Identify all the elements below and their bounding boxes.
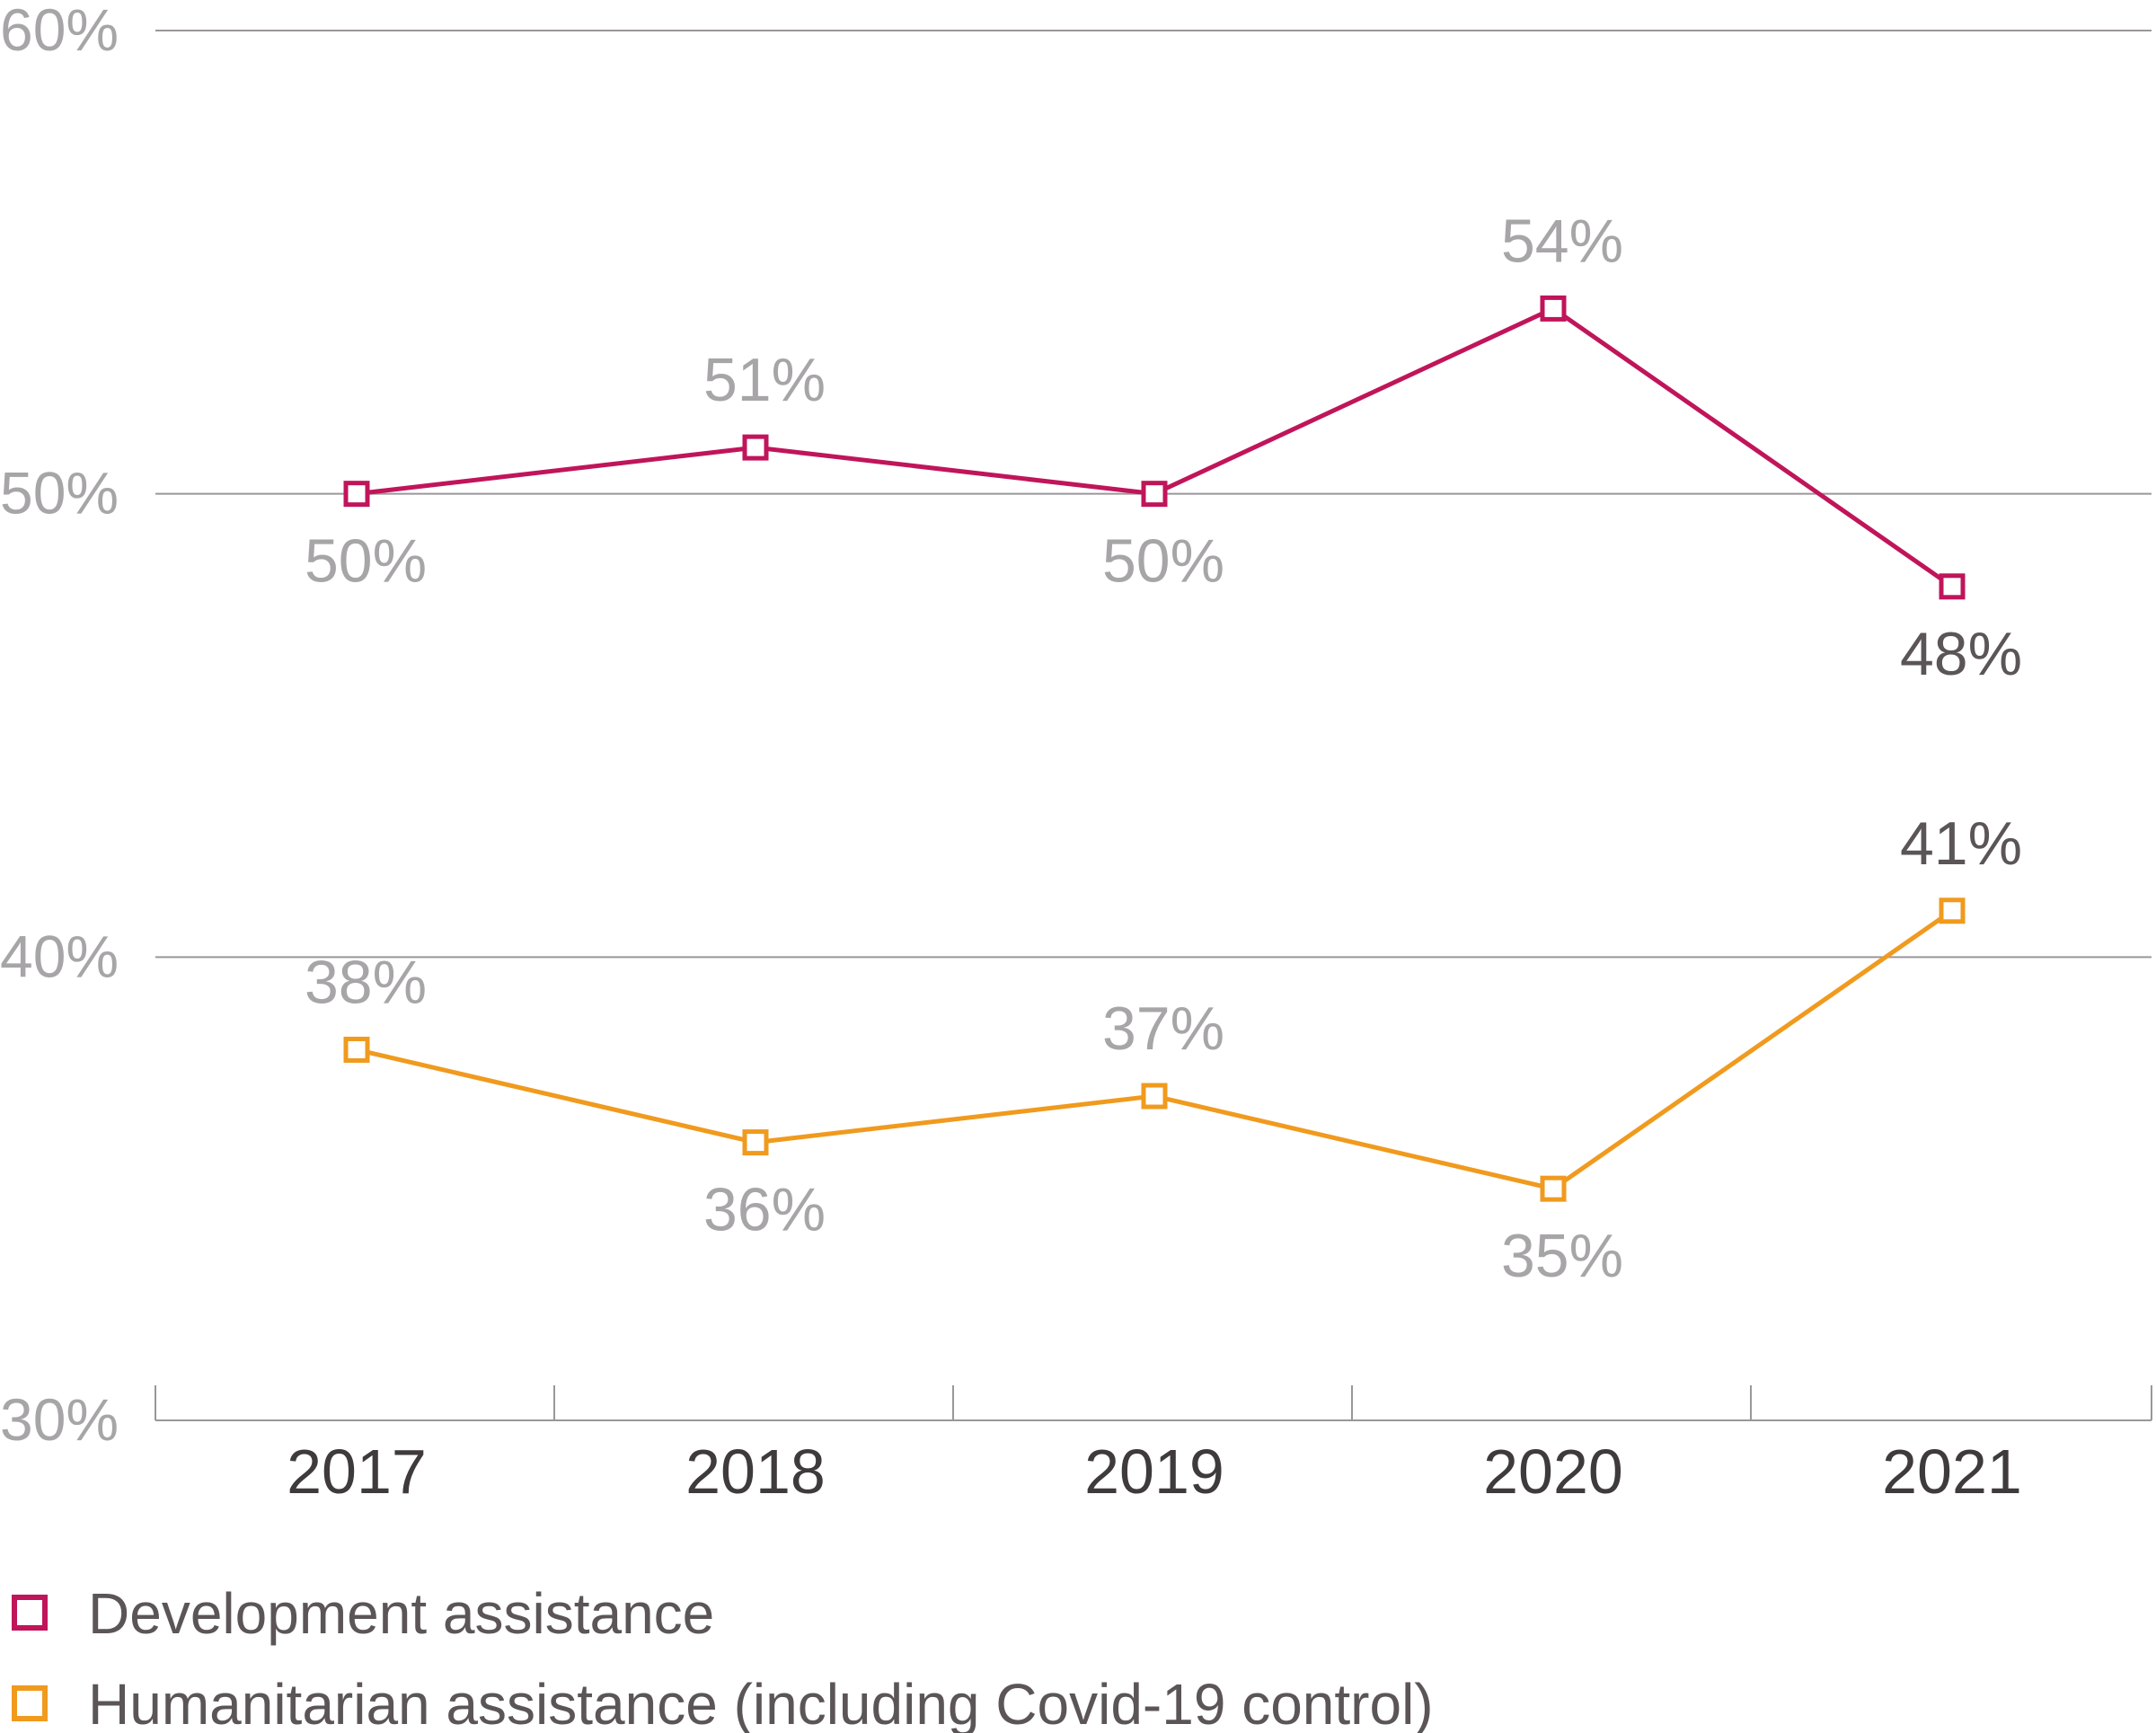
legend-label: Development assistance (88, 1581, 714, 1646)
y-tick-label-30: 30% (0, 1386, 119, 1453)
x-tick-label-2018: 2018 (685, 1437, 826, 1507)
data-point-2019 (1141, 1083, 1168, 1110)
data-label-2018: 51% (703, 346, 826, 414)
x-tick-label-2020: 2020 (1483, 1437, 1623, 1507)
data-labels: 50% 51% 50% 54% 48% 38% 36% 37% 35% 41% (305, 207, 2022, 1290)
data-label-2017: 38% (305, 948, 427, 1016)
legend-swatch (12, 1685, 48, 1721)
data-label-2019: 37% (1102, 995, 1224, 1063)
data-label-2021: 41% (1900, 809, 2022, 878)
data-label-2020: 35% (1501, 1222, 1623, 1290)
data-label-2021: 48% (1900, 620, 2022, 688)
x-tick-label-2019: 2019 (1084, 1437, 1224, 1507)
data-point-2018 (742, 1129, 769, 1156)
data-point-2021 (1939, 573, 1966, 600)
y-axis-tick-labels: 30% 40% 50% 60% (0, 0, 119, 1453)
x-axis: 2017 2018 2019 2020 2021 (155, 1385, 2152, 1507)
x-tick-label-2021: 2021 (1882, 1437, 2022, 1507)
y-tick-label-50: 50% (0, 460, 119, 526)
data-point-2020 (1540, 295, 1567, 322)
data-label-2020: 54% (1501, 207, 1623, 275)
legend: Development assistance Humanitarian assis… (12, 1581, 1434, 1733)
series-development-assistance (343, 295, 1966, 600)
data-point-2018 (742, 434, 769, 461)
data-label-2017: 50% (305, 527, 427, 596)
y-tick-label-60: 60% (0, 0, 119, 63)
data-point-2017 (343, 1036, 370, 1063)
legend-label: Humanitarian assistance (including Covid… (88, 1672, 1434, 1733)
data-point-2020 (1540, 1175, 1567, 1202)
series-humanitarian-assistance (343, 897, 1966, 1202)
legend-swatch (12, 1595, 48, 1631)
y-tick-label-40: 40% (0, 923, 119, 989)
data-label-2019: 50% (1102, 527, 1224, 596)
series-lines (343, 295, 1966, 1202)
data-point-2017 (343, 481, 370, 508)
data-point-2019 (1141, 481, 1168, 508)
data-label-2018: 36% (703, 1176, 826, 1244)
legend-item-humanitarian-assistance: Humanitarian assistance (including Covid… (12, 1672, 1434, 1733)
legend-item-development-assistance: Development assistance (12, 1581, 714, 1646)
data-point-2021 (1939, 897, 1966, 924)
x-tick-label-2017: 2017 (287, 1437, 427, 1507)
